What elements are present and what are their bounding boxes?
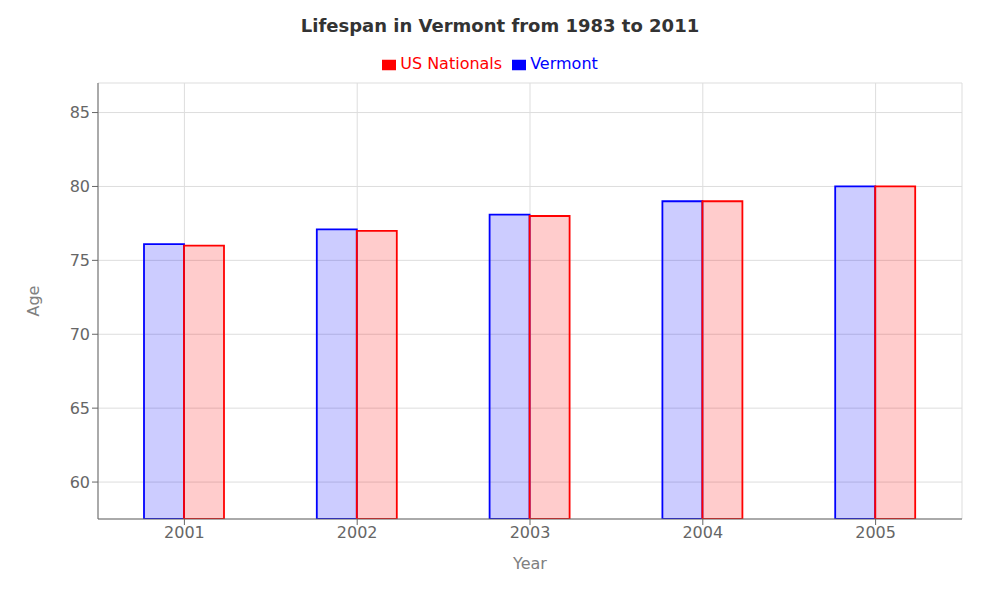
svg-text:Age: Age <box>24 286 43 317</box>
svg-text:2003: 2003 <box>510 523 551 542</box>
svg-text:Year: Year <box>512 554 547 573</box>
svg-text:75: 75 <box>70 251 90 270</box>
svg-text:2004: 2004 <box>682 523 723 542</box>
svg-text:2002: 2002 <box>337 523 378 542</box>
html-text:Vermont: Vermont <box>530 54 598 73</box>
svg-text:70: 70 <box>70 325 90 344</box>
svg-text:85: 85 <box>70 103 90 122</box>
html-text:Lifespan in Vermont from 1983: Lifespan in Vermont from 1983 to 2011 <box>300 15 700 36</box>
svg-text:65: 65 <box>70 399 90 418</box>
svg-text:60: 60 <box>70 473 90 492</box>
svg-text:80: 80 <box>70 177 90 196</box>
svg-text:2005: 2005 <box>855 523 896 542</box>
html-text:US Nationals: US Nationals <box>400 54 503 73</box>
svg-text:2001: 2001 <box>164 523 205 542</box>
